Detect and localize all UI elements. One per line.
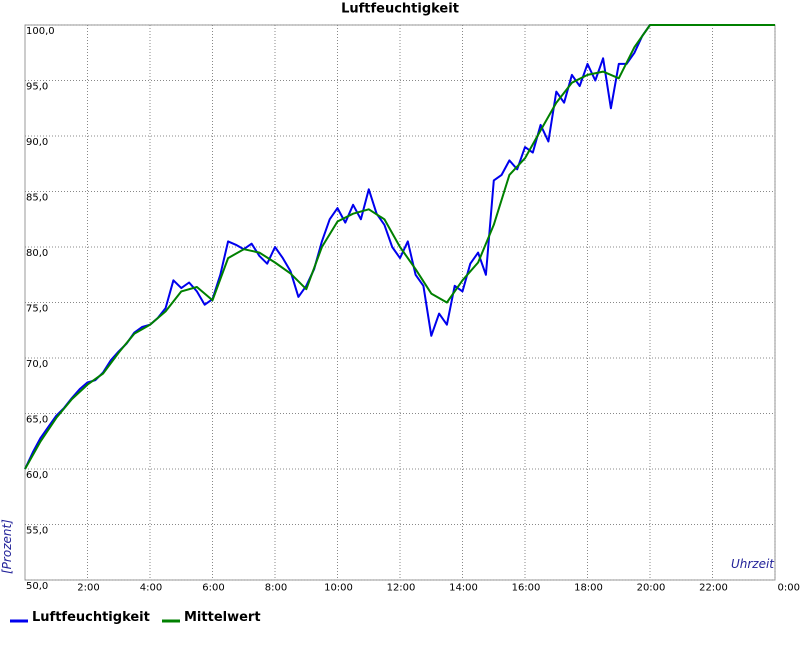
- y-tick-label: 70,0: [26, 359, 48, 370]
- legend-label: Luftfeuchtigkeit: [32, 610, 150, 625]
- x-tick-label: 2:00: [77, 582, 99, 593]
- x-tick-label: 10:00: [324, 582, 353, 593]
- y-tick-label: 65,0: [26, 415, 48, 426]
- x-tick-label: 18:00: [574, 582, 603, 593]
- x-tick-label: 8:00: [265, 582, 287, 593]
- x-tick-label: 0:00: [778, 582, 800, 593]
- y-tick-label: 75,0: [26, 304, 48, 315]
- chart-title: Luftfeuchtigkeit: [341, 2, 459, 17]
- legend-label: Mittelwert: [184, 610, 261, 625]
- x-tick-label: 20:00: [637, 582, 666, 593]
- y-tick-label: 95,0: [26, 82, 48, 93]
- y-tick-label: 100,0: [26, 26, 55, 37]
- x-tick-label: 4:00: [140, 582, 162, 593]
- x-tick-label: 14:00: [449, 582, 478, 593]
- y-tick-label: 50,0: [26, 581, 48, 592]
- x-tick-label: 16:00: [512, 582, 541, 593]
- y-axis-label: [Prozent]: [0, 519, 14, 574]
- x-tick-label: 12:00: [387, 582, 416, 593]
- y-tick-label: 85,0: [26, 193, 48, 204]
- x-axis-label: Uhrzeit: [731, 557, 775, 571]
- y-tick-label: 80,0: [26, 248, 48, 259]
- x-tick-label: 6:00: [202, 582, 224, 593]
- y-tick-label: 90,0: [26, 137, 48, 148]
- y-tick-label: 60,0: [26, 470, 48, 481]
- y-tick-label: 55,0: [26, 526, 48, 537]
- x-tick-label: 22:00: [699, 582, 728, 593]
- line-series: [24, 24, 775, 470]
